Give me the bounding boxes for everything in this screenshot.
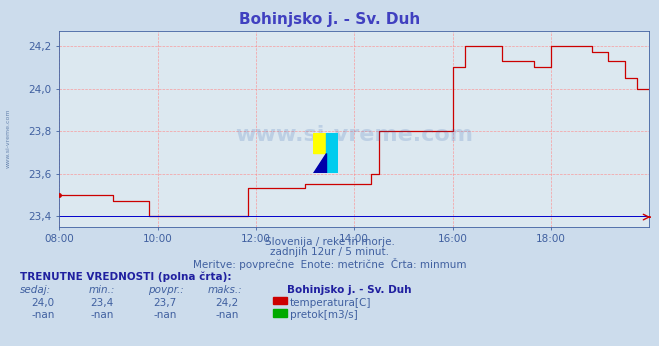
Text: 24,2: 24,2 bbox=[215, 298, 239, 308]
Text: 23,7: 23,7 bbox=[153, 298, 177, 308]
Text: maks.:: maks.: bbox=[208, 285, 243, 295]
Text: -nan: -nan bbox=[31, 310, 55, 320]
Text: -nan: -nan bbox=[215, 310, 239, 320]
Text: www.si-vreme.com: www.si-vreme.com bbox=[235, 125, 473, 145]
Text: -nan: -nan bbox=[153, 310, 177, 320]
Text: sedaj:: sedaj: bbox=[20, 285, 51, 295]
Text: min.:: min.: bbox=[89, 285, 115, 295]
Text: 24,0: 24,0 bbox=[31, 298, 55, 308]
Text: 23,4: 23,4 bbox=[90, 298, 114, 308]
Text: -nan: -nan bbox=[90, 310, 114, 320]
Text: Slovenija / reke in morje.: Slovenija / reke in morje. bbox=[264, 237, 395, 247]
Bar bbox=[313, 133, 326, 153]
Polygon shape bbox=[313, 153, 326, 173]
Text: pretok[m3/s]: pretok[m3/s] bbox=[290, 310, 358, 320]
Text: Bohinjsko j. - Sv. Duh: Bohinjsko j. - Sv. Duh bbox=[287, 285, 411, 295]
Text: povpr.:: povpr.: bbox=[148, 285, 184, 295]
Text: www.si-vreme.com: www.si-vreme.com bbox=[5, 109, 11, 168]
Text: Meritve: povprečne  Enote: metrične  Črta: minmum: Meritve: povprečne Enote: metrične Črta:… bbox=[192, 258, 467, 270]
Bar bbox=[326, 133, 338, 173]
Text: Bohinjsko j. - Sv. Duh: Bohinjsko j. - Sv. Duh bbox=[239, 12, 420, 27]
Text: zadnjih 12ur / 5 minut.: zadnjih 12ur / 5 minut. bbox=[270, 247, 389, 257]
Text: temperatura[C]: temperatura[C] bbox=[290, 298, 372, 308]
Text: TRENUTNE VREDNOSTI (polna črta):: TRENUTNE VREDNOSTI (polna črta): bbox=[20, 272, 231, 282]
